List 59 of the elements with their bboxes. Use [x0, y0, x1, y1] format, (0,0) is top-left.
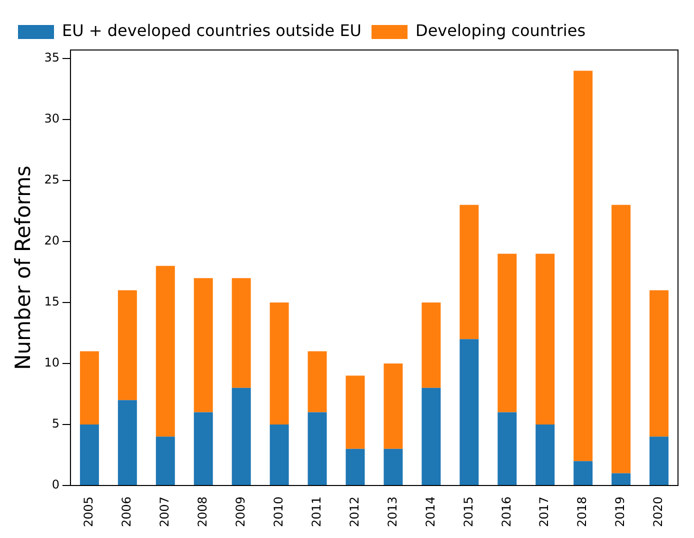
bar	[612, 473, 631, 485]
bar	[612, 204, 631, 474]
x-tick-label: 2008	[195, 496, 210, 528]
x-tick-label: 2012	[347, 496, 362, 528]
bar	[650, 436, 669, 485]
bar	[574, 461, 593, 485]
x-tick-label: 2007	[158, 496, 172, 528]
x-tick-label: 2005	[82, 496, 96, 528]
y-axis-title: Number of Reforms	[11, 166, 36, 370]
bar	[194, 412, 213, 485]
bar	[232, 278, 251, 388]
bar	[232, 388, 251, 485]
x-tick-label: 2010	[271, 496, 286, 528]
bar	[80, 351, 99, 424]
y-tick-label: 20	[44, 234, 60, 248]
bar	[384, 363, 403, 449]
bar	[80, 424, 99, 485]
y-tick-label: 30	[44, 112, 60, 126]
bar	[650, 290, 669, 437]
bar	[422, 302, 441, 388]
bar	[498, 412, 517, 485]
x-tick-label: 2009	[233, 496, 248, 528]
bar	[536, 254, 555, 424]
bar	[536, 424, 555, 485]
bar	[460, 339, 479, 485]
x-tick-label: 2011	[309, 496, 324, 528]
y-tick-label: 10	[44, 356, 60, 370]
x-tick-label: 2016	[499, 496, 514, 528]
bar	[118, 400, 137, 485]
bar	[156, 266, 175, 437]
legend-label: Developing countries	[416, 21, 586, 40]
y-tick-label: 15	[44, 294, 60, 309]
bar	[346, 376, 365, 449]
bar	[422, 388, 441, 485]
bar	[308, 351, 327, 412]
bar	[498, 254, 517, 412]
bar	[384, 448, 403, 485]
bar	[270, 302, 289, 424]
x-tick-label: 2006	[120, 496, 134, 528]
bar	[308, 412, 327, 485]
y-tick-label: 25	[44, 172, 60, 187]
y-tick-label: 0	[52, 478, 60, 492]
x-tick-label: 2018	[575, 496, 590, 528]
bar	[346, 448, 365, 485]
bar	[460, 204, 479, 340]
bar	[574, 70, 593, 462]
y-tick-label: 35	[44, 50, 60, 65]
bar	[194, 278, 213, 412]
y-tick-label: 5	[52, 416, 60, 431]
x-tick-label: 2015	[461, 496, 476, 528]
x-tick-label: 2019	[613, 496, 628, 528]
x-tick-label: 2017	[537, 496, 552, 528]
x-tick-label: 2013	[385, 496, 400, 528]
legend-label: EU + developed countries outside EU	[62, 21, 362, 40]
x-tick-label: 2020	[651, 496, 666, 528]
x-tick-label: 2014	[423, 496, 438, 528]
bar	[156, 436, 175, 485]
bar	[118, 290, 137, 400]
bar	[270, 424, 289, 485]
